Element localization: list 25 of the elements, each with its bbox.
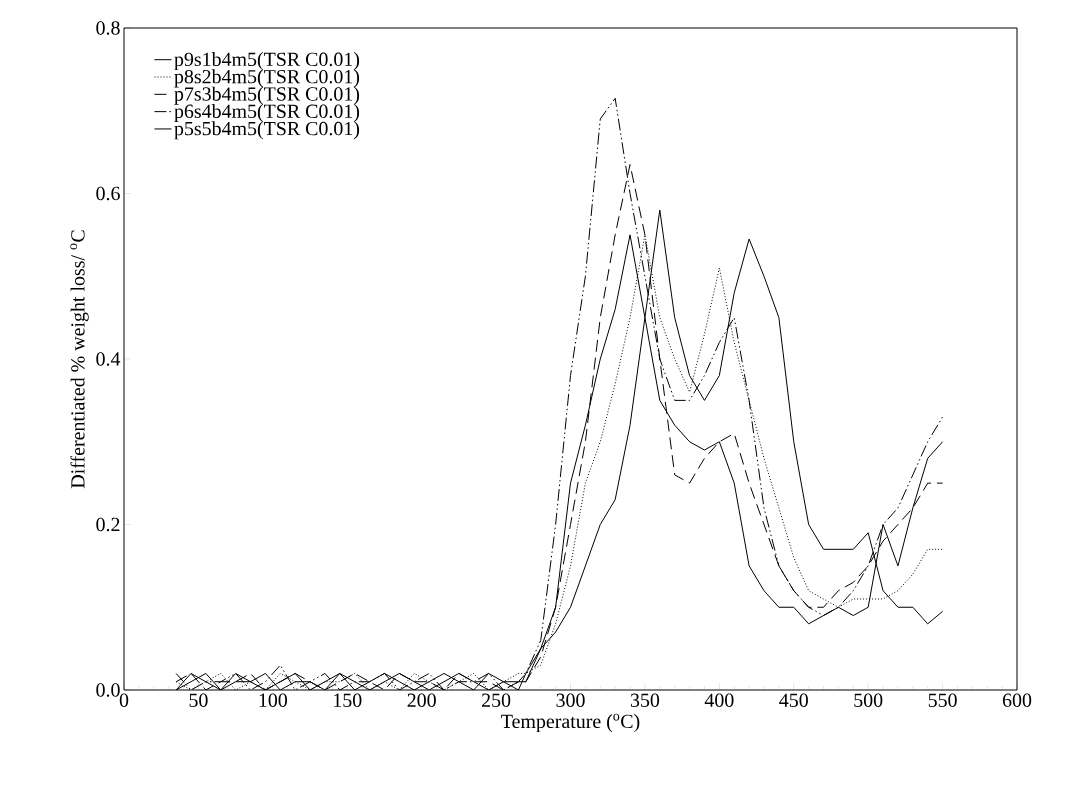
legend-label: p5s5b4m5(TSR C0.01) [174,121,360,140]
y-tick-label: 0.0 [96,683,120,697]
x-tick-label: 500 [854,693,883,707]
x-tick-label: 50 [189,693,208,707]
legend-label: p6s4b4m5(TSR C0.01) [174,103,360,123]
legend-label: p8s2b4m5(TSR C0.01) [174,69,360,88]
y-tick-label: 0.6 [96,186,120,201]
x-tick-label: 200 [407,693,436,707]
x-axis-title: Temperature ($^{o}$C) [501,713,640,733]
y-tick-label: 0.8 [96,21,120,35]
x-tick-label: 250 [482,693,511,707]
x-tick-label: 450 [779,693,808,707]
legend-label: p7s3b4m5(TSR C0.01) [174,86,360,105]
y-tick-label: 0.4 [96,352,121,366]
x-tick-label: 150 [334,693,362,707]
x-tick-label: 300 [556,693,585,707]
x-tick-label: 600 [1002,693,1032,707]
y-tick-label: 0.2 [96,517,120,532]
x-tick-label: 550 [928,693,957,707]
x-tick-label: 400 [704,693,734,707]
x-tick-label: 350 [630,693,660,707]
legend-label: p9s1b4m5(TSR C0.01) [174,52,360,71]
y-axis-title: Differentiated % weight loss/ $^{o}$C [70,230,89,489]
x-tick-label: 100 [259,693,288,707]
x-tick-label: 0 [119,693,129,707]
